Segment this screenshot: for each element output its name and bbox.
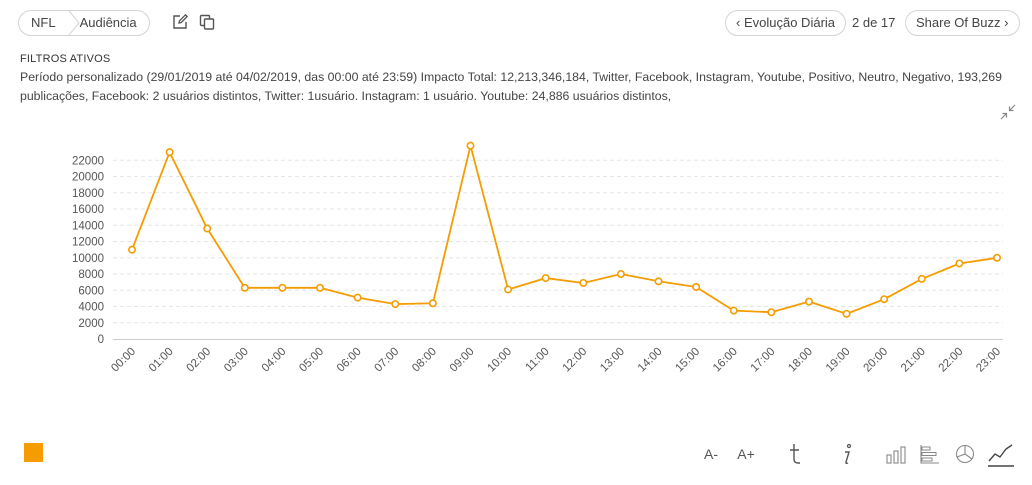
x-tick-label: 17:00 xyxy=(749,346,778,375)
bar-chart-icon[interactable] xyxy=(885,442,907,466)
data-point[interactable] xyxy=(504,285,513,294)
x-tick-label: 13:00 xyxy=(598,346,627,375)
y-tick-label: 2000 xyxy=(78,318,104,330)
data-point[interactable] xyxy=(240,283,249,292)
x-tick-label: 03:00 xyxy=(222,346,251,375)
y-tick-label: 16000 xyxy=(72,204,104,216)
x-tick-label: 23:00 xyxy=(974,346,1003,375)
y-tick-label: 18000 xyxy=(72,188,104,200)
x-tick-label: 04:00 xyxy=(260,346,289,375)
y-tick-label: 20000 xyxy=(72,172,104,184)
collapse-icon[interactable] xyxy=(1000,104,1016,120)
y-tick-label: 6000 xyxy=(78,285,104,297)
breadcrumb-item-audiencia[interactable]: Audiência xyxy=(79,15,137,30)
data-point[interactable] xyxy=(128,245,137,254)
x-tick-label: 15:00 xyxy=(673,346,702,375)
line-chart: 0 2000 4000 6000 8000 10000 12000 14000 16000 180… xyxy=(72,141,1003,375)
x-tick-label: 16:00 xyxy=(711,346,740,375)
x-tick-label: 00:00 xyxy=(109,346,138,375)
data-point[interactable] xyxy=(466,141,475,150)
font-decrease-button[interactable]: A- xyxy=(704,446,718,462)
y-tick-label: 0 xyxy=(98,334,104,346)
x-tick-label: 09:00 xyxy=(448,346,477,375)
data-point[interactable] xyxy=(917,274,926,283)
x-tick-label: 18:00 xyxy=(786,346,815,375)
tumblr-icon[interactable] xyxy=(786,442,804,466)
page-indicator: 2 de 17 xyxy=(852,15,896,30)
data-point[interactable] xyxy=(391,300,400,309)
x-tick-label: 22:00 xyxy=(937,346,966,375)
line-chart-icon[interactable] xyxy=(987,442,1015,468)
info-icon[interactable] xyxy=(838,442,856,466)
previous-report-button[interactable]: ‹ Evolução Diária xyxy=(725,10,847,36)
series-line xyxy=(131,145,998,315)
x-tick-label: 05:00 xyxy=(297,346,326,375)
copy-icon[interactable] xyxy=(198,13,216,31)
chevron-right-icon: › xyxy=(1004,15,1009,30)
data-point[interactable] xyxy=(842,309,851,318)
x-tick-label: 20:00 xyxy=(861,346,890,375)
y-tick-label: 12000 xyxy=(72,237,104,249)
breadcrumb-separator-icon xyxy=(68,11,80,35)
x-tick-label: 11:00 xyxy=(524,346,552,374)
breadcrumb-item-nfl[interactable]: NFL xyxy=(31,15,56,30)
data-point[interactable] xyxy=(353,293,362,302)
x-tick-label: 08:00 xyxy=(410,346,439,375)
y-tick-label: 8000 xyxy=(78,269,104,281)
x-tick-label: 02:00 xyxy=(185,346,214,375)
data-point[interactable] xyxy=(804,297,813,306)
data-point[interactable] xyxy=(316,283,325,292)
data-point[interactable] xyxy=(428,299,437,308)
x-tick-label: 19:00 xyxy=(824,346,853,375)
x-tick-label: 12:00 xyxy=(561,346,590,375)
filters-description: Período personalizado (29/01/2019 até 04… xyxy=(20,70,1002,103)
data-point[interactable] xyxy=(654,277,663,286)
data-point[interactable] xyxy=(992,253,1001,262)
next-report-label: Share Of Buzz xyxy=(916,15,1001,30)
data-point[interactable] xyxy=(767,308,776,317)
x-tick-label: 14:00 xyxy=(636,346,665,375)
edit-icon[interactable] xyxy=(171,13,189,31)
data-point[interactable] xyxy=(880,295,889,304)
x-tick-label: 01:00 xyxy=(147,346,176,375)
chevron-left-icon: ‹ xyxy=(736,15,741,30)
y-tick-label: 4000 xyxy=(78,302,104,314)
filters-title: FILTROS ATIVOS xyxy=(20,53,111,65)
data-point[interactable] xyxy=(729,306,738,315)
x-tick-label: 07:00 xyxy=(373,346,402,375)
data-point[interactable] xyxy=(955,259,964,268)
y-tick-label: 22000 xyxy=(72,155,104,167)
data-point[interactable] xyxy=(579,278,588,287)
data-point[interactable] xyxy=(616,270,625,279)
previous-report-label: Evolução Diária xyxy=(743,15,836,30)
font-increase-button[interactable]: A+ xyxy=(737,446,755,462)
data-point[interactable] xyxy=(692,283,701,292)
horizontal-bar-icon[interactable] xyxy=(919,442,941,466)
x-tick-label: 21:00 xyxy=(899,346,928,375)
y-tick-label: 14000 xyxy=(72,220,104,232)
next-report-button[interactable]: Share Of Buzz › xyxy=(905,10,1020,36)
data-point[interactable] xyxy=(203,224,212,233)
x-tick-label: 10:00 xyxy=(485,346,514,375)
breadcrumb: NFL Audiência xyxy=(18,10,150,36)
y-tick-label: 10000 xyxy=(72,253,104,265)
data-point[interactable] xyxy=(278,283,287,292)
data-point[interactable] xyxy=(541,274,550,283)
pie-chart-icon[interactable] xyxy=(954,442,976,466)
data-point[interactable] xyxy=(165,148,174,157)
x-tick-label: 06:00 xyxy=(335,346,364,375)
legend-swatch[interactable] xyxy=(24,443,43,462)
